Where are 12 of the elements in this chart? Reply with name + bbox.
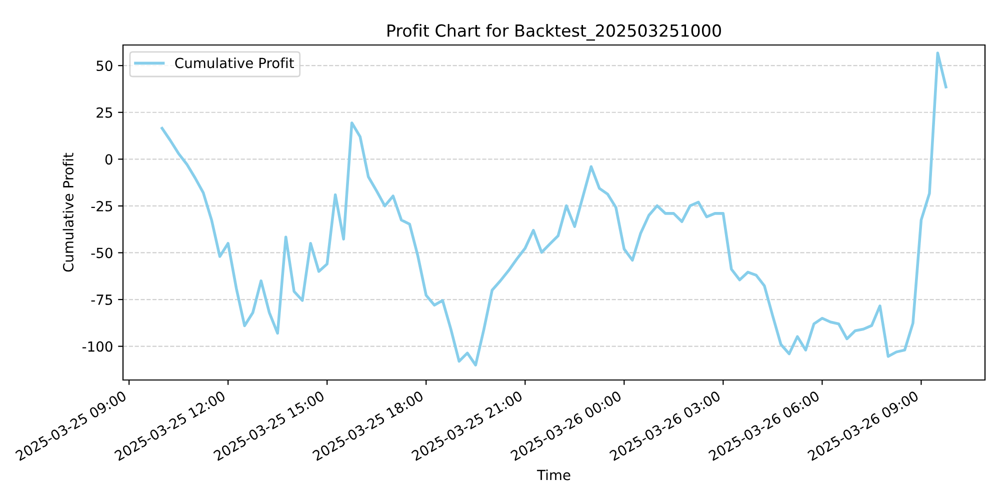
chart-title: Profit Chart for Backtest_202503251000 xyxy=(388,24,721,41)
y-tick-label: 0 xyxy=(105,154,112,165)
y-tick-label: 50 xyxy=(96,60,112,72)
legend-label: Cumulative Profit xyxy=(175,58,294,68)
y-tick-label: -25 xyxy=(91,200,112,212)
x-axis-title: Time xyxy=(536,469,570,480)
y-tick-label: -100 xyxy=(82,341,112,352)
line-series xyxy=(160,52,948,366)
y-tick-label: -75 xyxy=(91,294,112,305)
y-tick-label: 25 xyxy=(96,107,112,118)
y-axis-title: Cumulative Profit xyxy=(62,152,74,272)
y-tick-label: -50 xyxy=(91,248,112,258)
